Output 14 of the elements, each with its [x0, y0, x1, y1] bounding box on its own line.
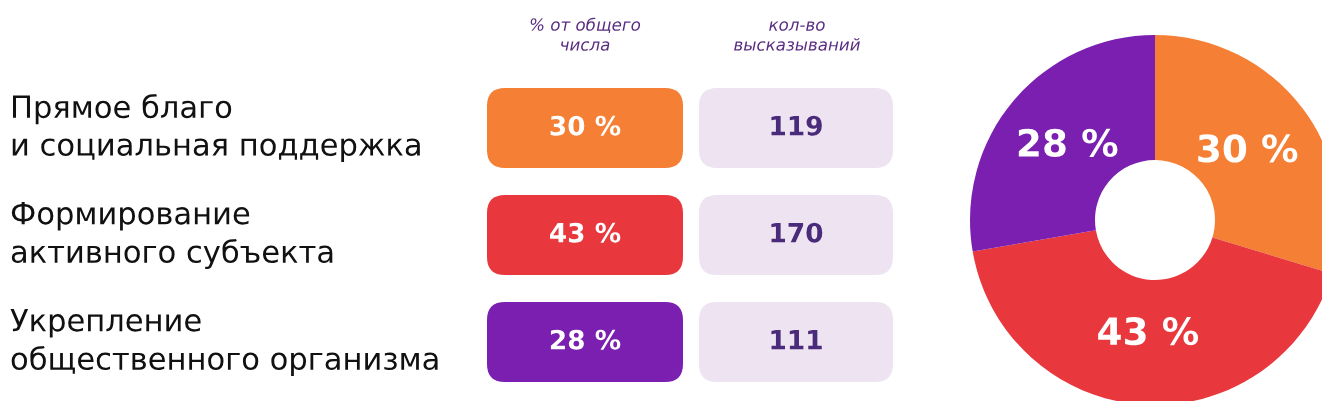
- text: Укрепление общественного организма: [10, 308, 438, 376]
- text: Прямое благо и социальная поддержка: [12, 94, 420, 162]
- text: % от общего числа: [530, 17, 641, 51]
- text: 30 %: [550, 115, 621, 136]
- data-label: 30 %: [1198, 134, 1298, 163]
- text: Формирование активного субъекта: [11, 201, 333, 269]
- data-label: 28 %: [1018, 128, 1118, 157]
- text: 28 %: [550, 329, 621, 350]
- text: 170: [771, 222, 823, 243]
- text: кол-во высказываний: [734, 21, 860, 51]
- data-label: 43 %: [1098, 316, 1199, 346]
- text: 43 %: [550, 222, 621, 243]
- text: 119: [771, 115, 822, 136]
- text: 111: [771, 330, 822, 350]
